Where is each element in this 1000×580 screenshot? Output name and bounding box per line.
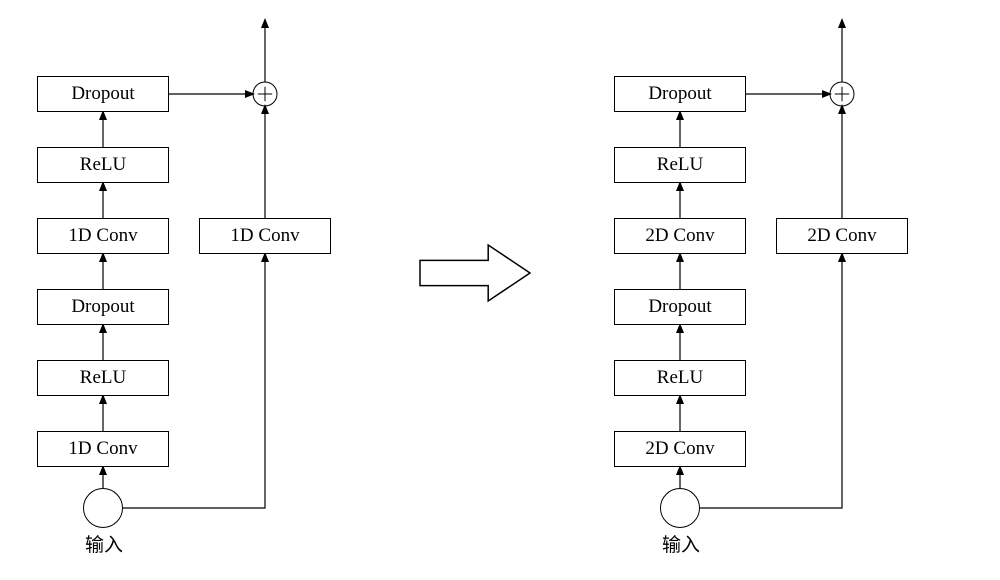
right-box-r1: 2D Conv [614,431,746,467]
right-skip-rs-label: 2D Conv [807,225,876,247]
left-input-circle [83,488,123,528]
right-box-r5: ReLU [614,147,746,183]
right-box-r5-label: ReLU [657,154,703,176]
right-box-r1-label: 2D Conv [645,438,714,460]
left-box-l5-label: ReLU [80,154,126,176]
left-input-label: 输入 [85,530,123,557]
left-box-l4-label: 1D Conv [68,225,137,247]
right-skip-rs: 2D Conv [776,218,908,254]
left-box-l3: Dropout [37,289,169,325]
right-box-r4-label: 2D Conv [645,225,714,247]
left-box-l5: ReLU [37,147,169,183]
left-box-l4: 1D Conv [37,218,169,254]
transition-arrow-icon [420,245,530,301]
right-input-label: 输入 [662,530,700,557]
left-sum-icon [253,82,277,106]
left-box-l1: 1D Conv [37,431,169,467]
right-box-r6-label: Dropout [648,83,711,105]
right-box-r6: Dropout [614,76,746,112]
diagram-canvas: 输入 1D Conv ReLU Dropout 1D Conv ReLU Dropout 1D… [0,0,1000,580]
left-box-l6-label: Dropout [71,83,134,105]
right-box-r2: ReLU [614,360,746,396]
left-box-l2: ReLU [37,360,169,396]
left-skip-ls-label: 1D Conv [230,225,299,247]
left-box-l6: Dropout [37,76,169,112]
right-box-r3-label: Dropout [648,296,711,318]
right-sum-icon [830,82,854,106]
left-box-l3-label: Dropout [71,296,134,318]
right-input-circle [660,488,700,528]
left-skip-ls: 1D Conv [199,218,331,254]
right-box-r2-label: ReLU [657,367,703,389]
left-box-l1-label: 1D Conv [68,438,137,460]
left-box-l2-label: ReLU [80,367,126,389]
right-box-r4: 2D Conv [614,218,746,254]
right-box-r3: Dropout [614,289,746,325]
